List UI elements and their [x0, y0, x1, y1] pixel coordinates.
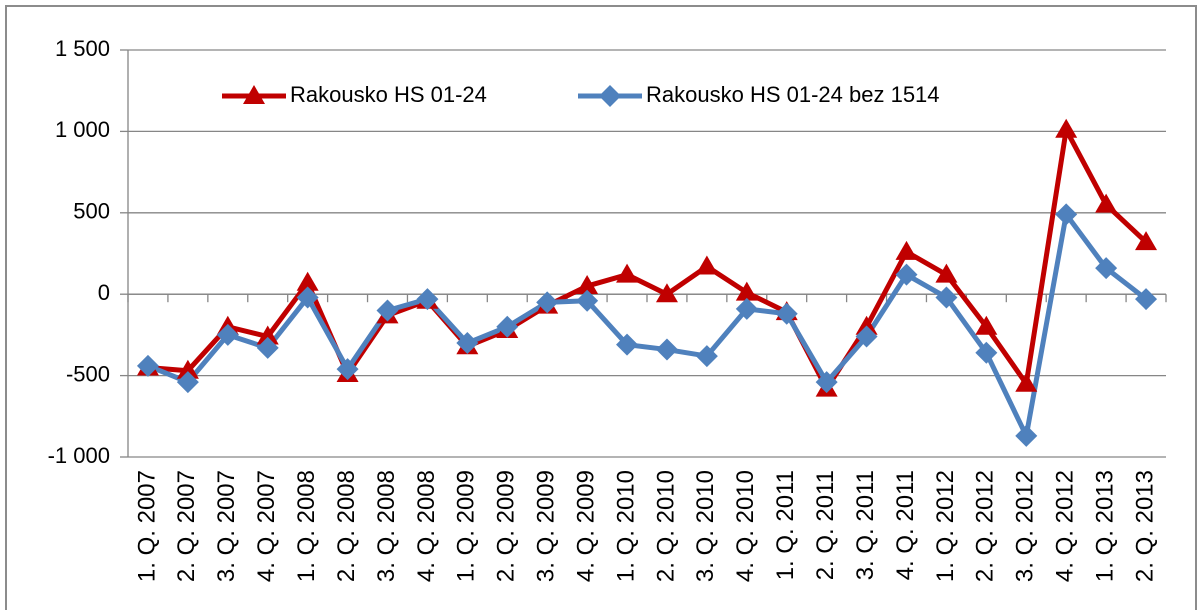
x-tick-label: 3. Q. 2007 [213, 470, 240, 582]
y-tick-label: -1 000 [48, 443, 110, 468]
data-point [935, 263, 958, 283]
data-point [735, 281, 758, 301]
x-tick-label: 3. Q. 2009 [533, 470, 560, 582]
data-point [895, 263, 918, 286]
series-line [147, 127, 1148, 392]
data-point [655, 338, 678, 361]
x-tick-label: 4. Q. 2012 [1052, 470, 1079, 582]
data-point [456, 332, 479, 355]
data-point [775, 302, 798, 325]
data-point [256, 336, 279, 359]
x-tick-label: 1. Q. 2008 [293, 470, 320, 582]
data-point [1095, 193, 1118, 213]
x-tick-label: 1. Q. 2013 [1091, 470, 1118, 582]
y-tick-label: 0 [98, 280, 110, 305]
x-tick-label: 4. Q. 2007 [253, 470, 280, 582]
legend-label: Rakousko HS 01-24 bez 1514 [646, 82, 940, 107]
x-tick-label: 2. Q. 2013 [1131, 470, 1158, 582]
legend-label: Rakousko HS 01-24 [290, 82, 487, 107]
data-point [376, 299, 399, 322]
data-point [496, 315, 519, 338]
x-tick-label: 4. Q. 2008 [413, 470, 440, 582]
data-point [655, 283, 678, 303]
data-point [296, 271, 319, 291]
data-point [1135, 288, 1158, 311]
data-point [895, 240, 918, 260]
chart-frame [5, 5, 1197, 610]
x-tick-label: 2. Q. 2010 [652, 470, 679, 582]
data-point [1095, 257, 1118, 280]
data-point [1015, 424, 1038, 447]
series-line [147, 211, 1148, 439]
y-tick-label: 1 000 [55, 117, 110, 142]
data-point [336, 358, 359, 381]
data-point [855, 315, 878, 335]
data-point [1055, 203, 1078, 226]
data-point [695, 255, 718, 275]
x-tick-label: 1. Q. 2011 [772, 470, 799, 580]
data-point [1015, 372, 1038, 392]
x-tick-label: 4. Q. 2010 [732, 470, 759, 582]
x-tick-label: 1. Q. 2012 [932, 470, 959, 582]
data-point [176, 359, 199, 379]
data-point [256, 325, 279, 345]
x-tick-label: 2. Q. 2007 [173, 470, 200, 582]
data-point [176, 371, 199, 394]
x-tick-label: 1. Q. 2007 [133, 470, 160, 582]
data-point [576, 275, 599, 295]
x-tick-label: 2. Q. 2011 [812, 470, 839, 580]
y-tick-label: 1 500 [55, 36, 110, 61]
data-point [536, 291, 559, 314]
x-tick-label: 1. Q. 2010 [612, 470, 639, 582]
x-tick-label: 4. Q. 2011 [892, 470, 919, 580]
data-point [735, 297, 758, 320]
x-tick-label: 2. Q. 2012 [972, 470, 999, 582]
data-point [616, 333, 639, 356]
x-tick-label: 1. Q. 2009 [453, 470, 480, 582]
x-tick-label: 4. Q. 2009 [572, 470, 599, 582]
data-point [815, 371, 838, 394]
legend-marker [599, 85, 621, 107]
data-point [616, 263, 639, 283]
data-point [416, 288, 439, 311]
data-point [296, 286, 319, 309]
data-point [975, 315, 998, 335]
data-point [935, 286, 958, 309]
data-point [1055, 118, 1078, 138]
y-tick-label: -500 [66, 361, 110, 386]
data-point [1135, 231, 1158, 251]
legend-marker [243, 85, 265, 104]
data-point [576, 289, 599, 312]
x-tick-label: 3. Q. 2011 [852, 470, 879, 580]
data-point [136, 354, 159, 377]
x-tick-label: 2. Q. 2008 [333, 470, 360, 582]
data-point [216, 323, 239, 346]
data-point [695, 345, 718, 368]
x-tick-label: 3. Q. 2010 [692, 470, 719, 582]
x-tick-label: 2. Q. 2009 [493, 470, 520, 582]
x-tick-label: 3. Q. 2012 [1012, 470, 1039, 582]
data-point [975, 341, 998, 364]
data-point [855, 325, 878, 348]
x-tick-label: 3. Q. 2008 [373, 470, 400, 582]
y-tick-label: 500 [73, 199, 110, 224]
